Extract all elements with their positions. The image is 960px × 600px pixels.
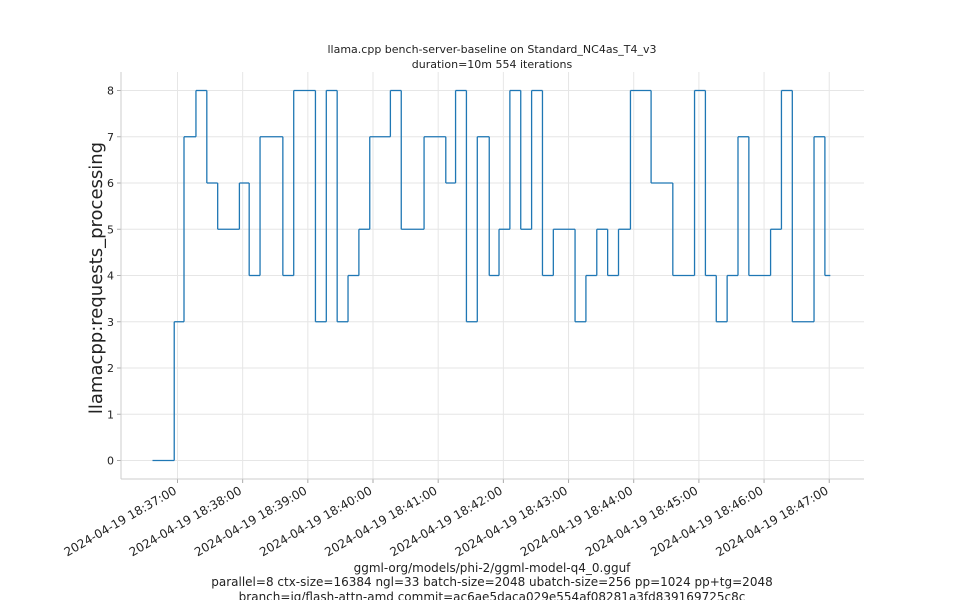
y-tick-label: 2 (107, 362, 114, 375)
y-tick-label: 0 (107, 455, 114, 468)
y-tick-label: 6 (107, 177, 114, 190)
y-tick-label: 4 (107, 270, 114, 283)
x-tick-label: 2024-04-19 18:42:00 (387, 483, 504, 559)
y-tick-label: 1 (107, 408, 114, 421)
footer-line: parallel=8 ctx-size=16384 ngl=33 batch-s… (211, 575, 772, 589)
chart-title: llama.cpp bench-server-baseline on Stand… (327, 43, 656, 56)
x-tick-label: 2024-04-19 18:39:00 (192, 483, 309, 559)
x-tick-label: 2024-04-19 18:37:00 (62, 483, 179, 559)
y-tick-label: 7 (107, 131, 114, 144)
x-tick-label: 2024-04-19 18:41:00 (322, 483, 439, 559)
y-axis-label: llamacpp:requests_processing (86, 142, 107, 414)
x-tick-label: 2024-04-19 18:47:00 (713, 483, 830, 559)
y-tick-label: 3 (107, 316, 114, 329)
y-tick-label: 8 (107, 85, 114, 98)
x-tick-label: 2024-04-19 18:40:00 (257, 483, 374, 559)
x-tick-label: 2024-04-19 18:46:00 (648, 483, 765, 559)
x-tick-label: 2024-04-19 18:45:00 (583, 483, 700, 559)
x-tick-label: 2024-04-19 18:43:00 (453, 483, 570, 559)
x-tick-label: 2024-04-19 18:44:00 (518, 483, 635, 559)
y-tick-label: 5 (107, 223, 114, 236)
chart-subtitle: duration=10m 554 iterations (412, 58, 573, 71)
footer-line: branch=jg/flash-attn-amd commit=ac6ae5da… (239, 590, 746, 600)
footer-line: ggml-org/models/phi-2/ggml-model-q4_0.gg… (354, 561, 632, 575)
x-tick-label: 2024-04-19 18:38:00 (127, 483, 244, 559)
